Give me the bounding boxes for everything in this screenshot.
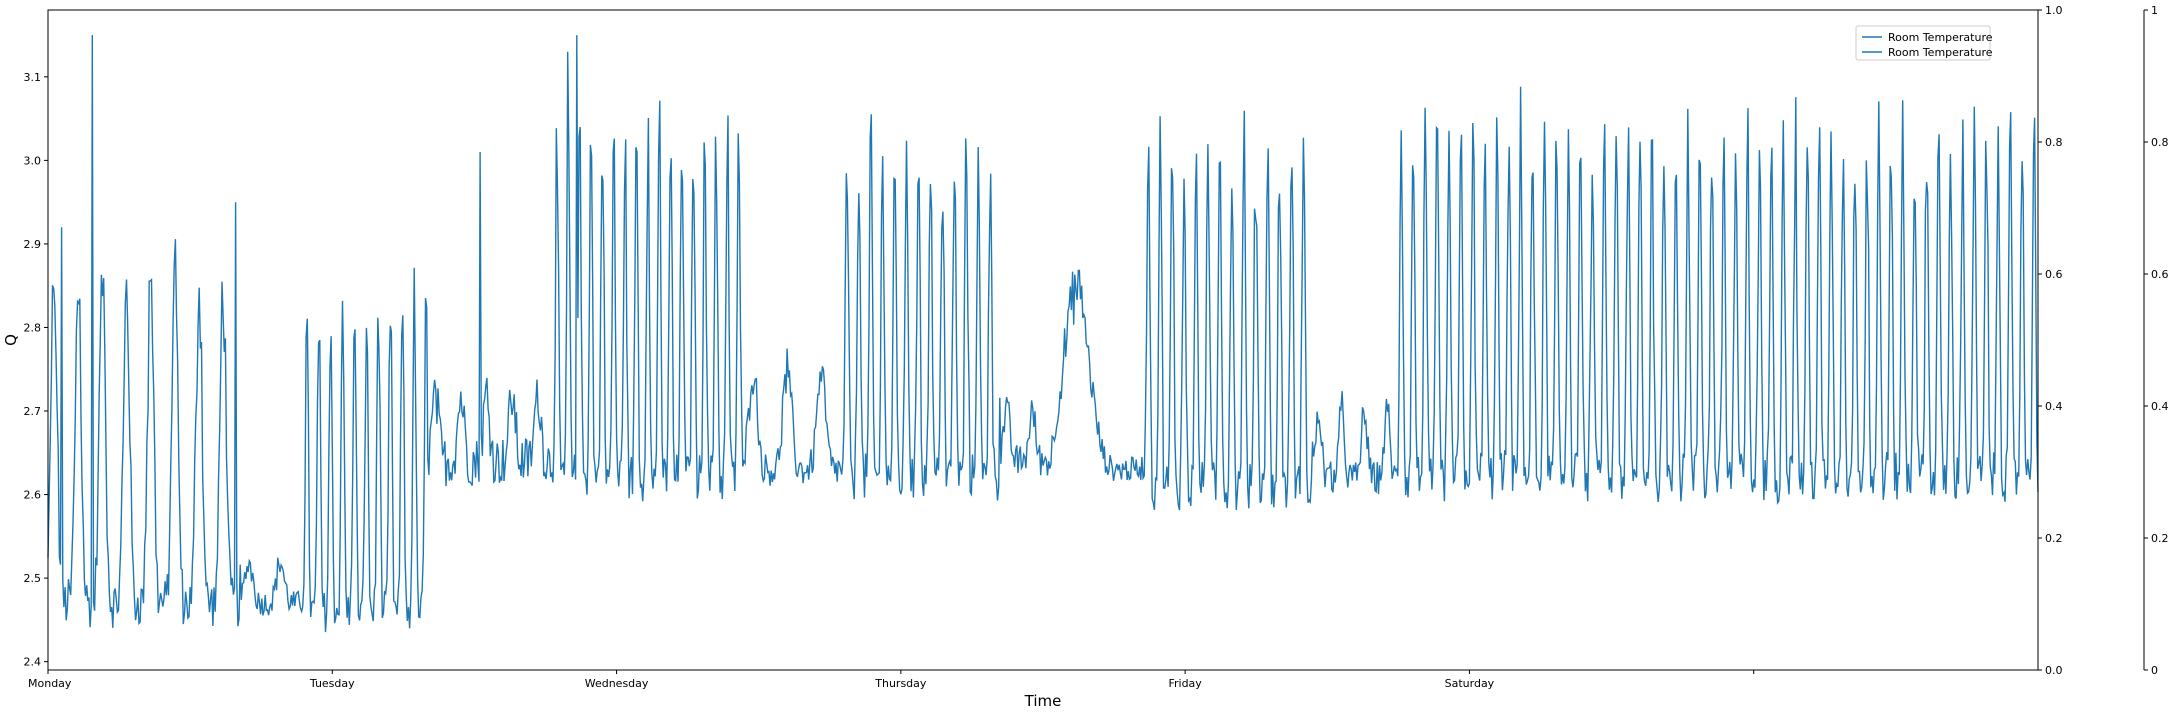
y-tick-label: 3.1 (24, 71, 42, 84)
legend-entry-label: Room Temperature (1888, 46, 1993, 59)
y-tick-label: 2.7 (24, 405, 42, 418)
y3-tick-label: 0.6 (2151, 268, 2168, 281)
x-axis-label: Time (1024, 692, 1062, 710)
plot-frame (47, 9, 2039, 671)
y3-tick-label: 0 (2151, 664, 2158, 677)
y-axis-label: Q (2, 334, 20, 346)
y-axis-right: 0.0 0.2 0.4 0.6 0.8 1.0 (2038, 4, 2063, 677)
y2-tick-label: 0.6 (2045, 268, 2063, 281)
plot-series (47, 35, 2039, 633)
y-tick-label: 2.4 (24, 656, 42, 669)
x-tick-label: Monday (28, 677, 72, 690)
y3-tick-label: 1 (2151, 4, 2158, 17)
y3-tick-label: 0.2 (2151, 532, 2168, 545)
y3-tick-label: 0.4 (2151, 400, 2168, 413)
legend: Room Temperature Room Temperature (1855, 25, 1993, 61)
y-tick-label: 3.0 (24, 154, 42, 167)
y-tick-label: 2.6 (24, 489, 42, 502)
y-tick-label: 2.8 (24, 321, 42, 334)
x-tick-label: Friday (1168, 677, 1202, 690)
y-tick-label: 2.5 (24, 572, 42, 585)
x-tick-label: Tuesday (309, 677, 355, 690)
y2-tick-label: 0.4 (2045, 400, 2063, 413)
y2-tick-label: 0.8 (2045, 136, 2063, 149)
x-axis: Monday Tuesday Wednesday Thursday Friday Satu… (28, 670, 1755, 690)
legend-entry-label: Room Temperature (1888, 31, 1993, 44)
legend-box (1855, 25, 1991, 61)
series-line-room-temperature (47, 35, 2039, 633)
y2-tick-label: 0.2 (2045, 532, 2063, 545)
y3-tick-label: 0.8 (2151, 136, 2168, 149)
y2-tick-label: 1.0 (2045, 4, 2063, 17)
x-tick-label: Thursday (874, 677, 927, 690)
x-tick-label: Saturday (1445, 677, 1495, 690)
y-tick-label: 2.9 (24, 238, 42, 251)
y-axis-left: 2.4 2.5 2.6 2.7 2.8 2.9 3.0 3.1 (24, 71, 48, 669)
x-tick-label: Wednesday (585, 677, 649, 690)
y2-tick-label: 0.0 (2045, 664, 2063, 677)
y-axis-far-right: 0 0.2 0.4 0.6 0.8 1 (2143, 4, 2168, 677)
